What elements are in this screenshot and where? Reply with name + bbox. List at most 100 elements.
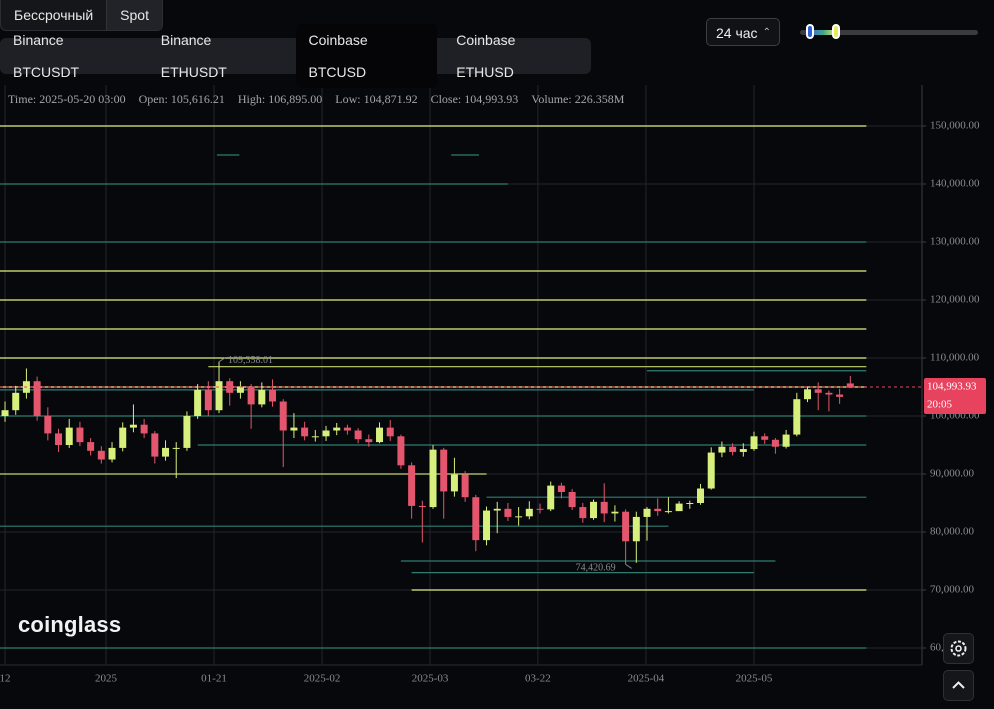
candle-body — [108, 447, 116, 460]
candle-body — [718, 446, 726, 453]
candle-body — [386, 427, 394, 437]
candle-body — [87, 442, 95, 451]
x-tick-label: 01-21 — [201, 673, 227, 685]
candle-body — [33, 381, 41, 417]
candle-body — [450, 474, 458, 492]
candle-body — [675, 503, 683, 512]
candle-body — [269, 389, 277, 402]
candle-body — [151, 433, 159, 457]
candle-body — [97, 450, 105, 460]
candle-body — [279, 401, 287, 431]
candle-body — [258, 389, 266, 405]
candle-body — [557, 485, 565, 492]
settings-button[interactable] — [943, 633, 974, 664]
last-price-box — [924, 378, 986, 415]
candle-body — [204, 389, 212, 411]
logo: coinglass — [18, 612, 122, 637]
candle-body — [322, 430, 330, 437]
tab[interactable]: Бессрочный — [14, 7, 94, 23]
candle-body — [215, 381, 223, 411]
candle-body — [376, 427, 384, 443]
candle-body — [836, 394, 844, 397]
candle-body — [65, 427, 73, 446]
candle-body — [611, 511, 619, 514]
chevron-icon — [952, 681, 965, 689]
candle-body — [814, 389, 822, 393]
candle-body — [1, 410, 9, 417]
candle-body — [12, 392, 20, 411]
annotation: 109,358.01 — [228, 355, 273, 366]
candle-body — [247, 387, 255, 405]
candle-body — [343, 427, 351, 431]
candle-body — [493, 508, 501, 511]
candle-body — [643, 508, 651, 517]
y-tick-label: 140,000.00 — [930, 178, 980, 190]
x-tick-label: 2025-05 — [736, 673, 773, 685]
candle-body — [782, 434, 790, 447]
tab[interactable]: Binance BTCUSDT — [13, 32, 80, 80]
candle-body — [162, 447, 170, 457]
info: Time: 2025-05-20 03:00 — [8, 92, 126, 106]
candle-body — [739, 449, 747, 452]
annotation: 74,420.69 — [576, 563, 616, 574]
y-tick-label: 70,000.00 — [930, 584, 975, 596]
candle-body — [55, 433, 63, 446]
candle-body — [504, 508, 512, 517]
candle-body — [525, 508, 533, 517]
slider-handle[interactable] — [832, 24, 840, 39]
interval: 24 час — [716, 25, 758, 41]
candle-body — [686, 503, 694, 505]
candle-body — [750, 436, 758, 450]
candle-body — [664, 511, 672, 513]
tab[interactable]: Spot — [106, 0, 162, 30]
range-slider[interactable] — [800, 24, 978, 39]
candle-body — [129, 424, 137, 428]
candle-body — [793, 399, 801, 435]
candle-body — [461, 474, 469, 498]
candle-body — [515, 516, 523, 518]
candle-body — [483, 510, 491, 541]
candle-body — [119, 427, 127, 448]
interval-select[interactable]: 24 час ⌃ — [706, 18, 780, 46]
candle-body — [590, 501, 598, 519]
candle-body — [44, 416, 52, 434]
candle-body — [311, 436, 319, 438]
tab[interactable]: Coinbase ETHUSD — [456, 32, 516, 80]
candle-body — [707, 452, 715, 489]
candle-body — [761, 436, 769, 440]
annotation-marker — [218, 357, 226, 363]
candle-body — [547, 485, 555, 510]
candle-body — [536, 508, 544, 510]
annotation-marker — [625, 563, 632, 569]
info-bar: Time: 2025-05-20 03:00 Open: 105,616.21 … — [8, 92, 624, 107]
tab[interactable]: Coinbase BTCUSD — [295, 24, 438, 88]
tab[interactable]: Binance ETHUSDT — [160, 32, 227, 80]
candle-body — [804, 389, 812, 400]
candle-body — [632, 516, 640, 542]
x-tick-label: 2025-03 — [412, 673, 449, 685]
candle-body — [76, 427, 84, 443]
candle-body — [365, 439, 373, 443]
candle-body — [440, 449, 448, 492]
candle-body — [183, 416, 191, 448]
x-tick-label: 03-22 — [525, 673, 551, 685]
scroll-top-button[interactable] — [943, 670, 974, 701]
exchange-tabs: Binance BTCUSDT Binance ETHUSDT Coinbase… — [0, 24, 591, 88]
candle-body — [622, 511, 630, 542]
y-tick-label: 110,000.00 — [930, 352, 980, 364]
candle-body — [697, 488, 705, 504]
candle-body — [771, 439, 779, 447]
candle-body — [579, 507, 587, 519]
candle-body — [172, 447, 180, 449]
info: Volume: 226.358M — [531, 92, 625, 106]
last-price-label: 104,993.93 — [927, 381, 977, 393]
countdown: 20:05 — [927, 399, 953, 411]
y-tick-label: 80,000.00 — [930, 526, 975, 538]
candle-body — [290, 427, 298, 431]
candle-body — [333, 427, 341, 431]
slider-handle[interactable] — [806, 24, 814, 39]
candle-body — [236, 387, 244, 393]
gear-icon — [950, 640, 967, 657]
